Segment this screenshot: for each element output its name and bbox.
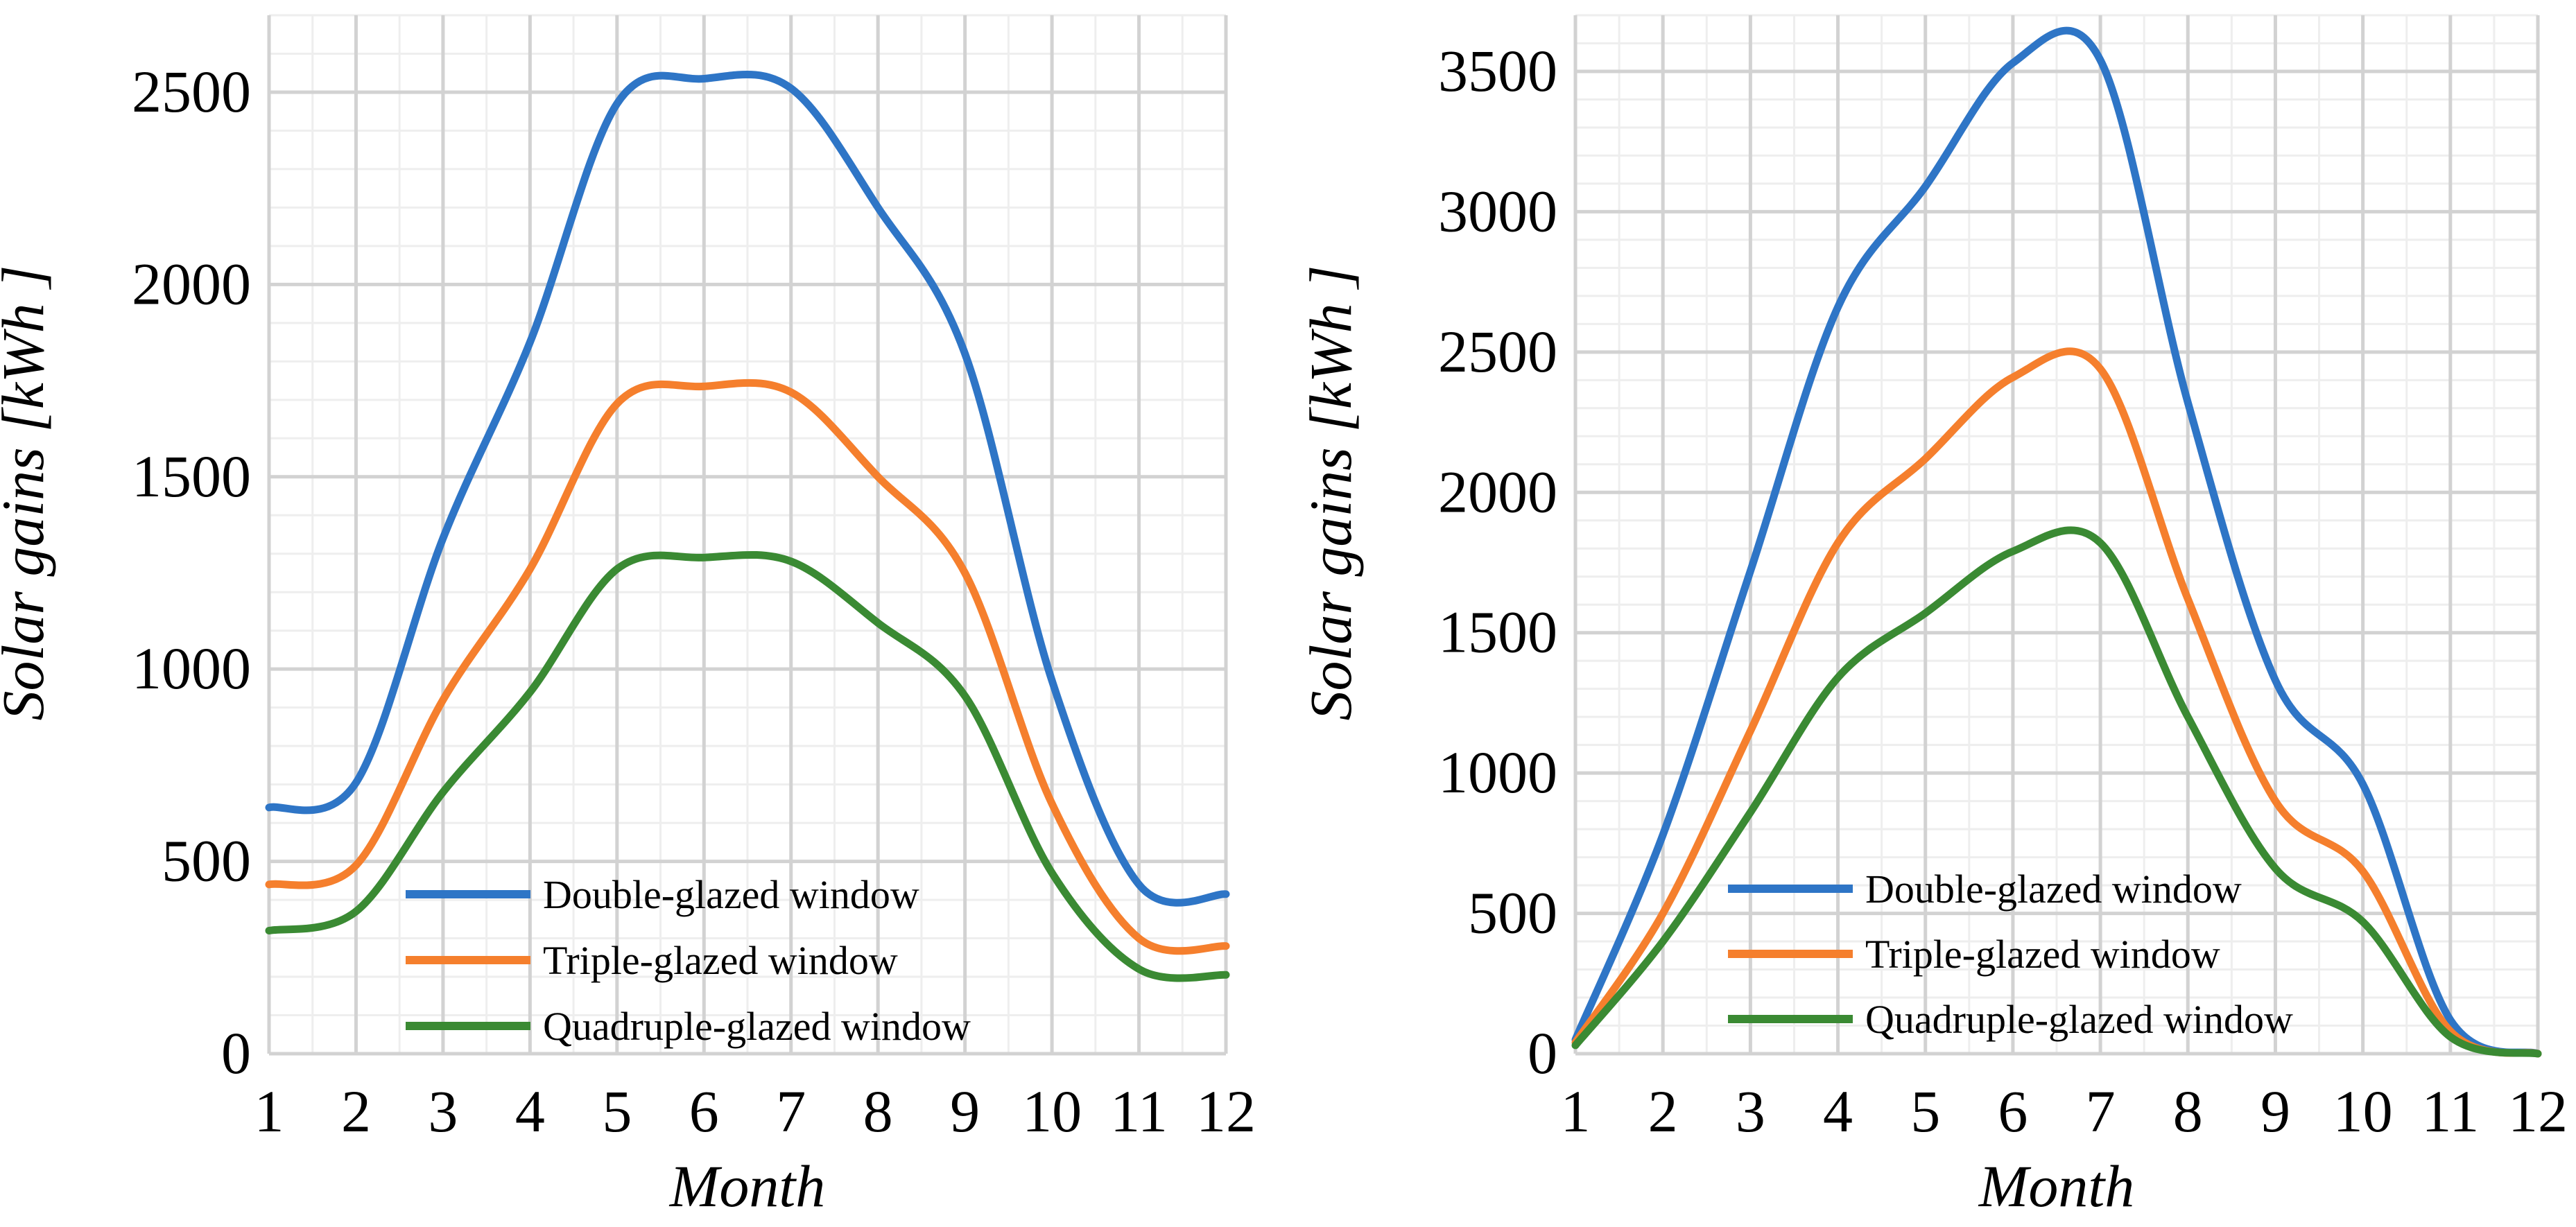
legend-label: Double-glazed window bbox=[1865, 867, 2242, 912]
x-tick-label: 9 bbox=[950, 1078, 980, 1145]
x-tick-label: 3 bbox=[1736, 1078, 1765, 1145]
legend-label: Quadruple-glazed window bbox=[543, 1004, 971, 1049]
x-tick-label: 6 bbox=[689, 1078, 719, 1145]
series-line-2 bbox=[1571, 347, 2542, 1058]
y-tick-label: 1500 bbox=[132, 443, 251, 510]
x-tick-label: 8 bbox=[2173, 1078, 2203, 1145]
x-tick-label: 12 bbox=[1196, 1078, 1256, 1145]
series-line-2 bbox=[265, 378, 1230, 955]
x-tick-label: 1 bbox=[1561, 1078, 1591, 1145]
y-tick-label: 1000 bbox=[1438, 739, 1557, 806]
y-axis-label: Solar gains [kWh ] bbox=[1297, 266, 1364, 721]
x-tick-label: 5 bbox=[1910, 1078, 1940, 1145]
x-tick-label: 2 bbox=[341, 1078, 371, 1145]
x-tick-label: 8 bbox=[863, 1078, 893, 1145]
x-tick-label: 7 bbox=[776, 1078, 806, 1145]
x-tick-label: 3 bbox=[428, 1078, 458, 1145]
y-tick-label: 2500 bbox=[132, 58, 251, 125]
y-axis-label: Solar gains [kWh ] bbox=[0, 266, 56, 721]
x-axis-label: Month bbox=[1978, 1153, 2135, 1219]
x-tick-label: 9 bbox=[2261, 1078, 2290, 1145]
y-tick-label: 0 bbox=[1528, 1020, 1557, 1086]
legend-label: Triple-glazed window bbox=[543, 938, 898, 983]
x-tick-label: 6 bbox=[1998, 1078, 2028, 1145]
x-tick-label: 4 bbox=[1823, 1078, 1853, 1145]
x-tick-label: 12 bbox=[2508, 1078, 2568, 1145]
x-tick-label: 10 bbox=[2333, 1078, 2393, 1145]
x-tick-label: 1 bbox=[254, 1078, 284, 1145]
x-tick-label: 2 bbox=[1648, 1078, 1678, 1145]
x-tick-label: 11 bbox=[2421, 1078, 2479, 1145]
y-tick-label: 1000 bbox=[132, 635, 251, 702]
y-tick-label: 500 bbox=[162, 828, 251, 894]
x-tick-label: 5 bbox=[602, 1078, 632, 1145]
legend-label: Quadruple-glazed window bbox=[1865, 997, 2293, 1042]
x-tick-label: 10 bbox=[1022, 1078, 1082, 1145]
legend-label: Triple-glazed window bbox=[1865, 932, 2220, 977]
x-tick-label: 11 bbox=[1110, 1078, 1168, 1145]
legend-label: Double-glazed window bbox=[543, 872, 919, 917]
y-tick-label: 500 bbox=[1468, 880, 1557, 946]
y-tick-label: 1500 bbox=[1438, 599, 1557, 665]
x-tick-label: 4 bbox=[515, 1078, 545, 1145]
y-tick-label: 2000 bbox=[1438, 458, 1557, 525]
series-line-3 bbox=[1571, 526, 2542, 1058]
series-line-3 bbox=[265, 550, 1230, 982]
series-line-1 bbox=[1571, 26, 2542, 1058]
x-axis-label: Month bbox=[668, 1153, 826, 1219]
y-tick-label: 2000 bbox=[132, 250, 251, 317]
y-tick-label: 3500 bbox=[1438, 37, 1557, 104]
y-tick-label: 3000 bbox=[1438, 177, 1557, 244]
y-tick-label: 2500 bbox=[1438, 318, 1557, 385]
y-tick-label: 0 bbox=[221, 1020, 251, 1086]
series-line-1 bbox=[265, 70, 1230, 907]
x-tick-label: 7 bbox=[2086, 1078, 2116, 1145]
